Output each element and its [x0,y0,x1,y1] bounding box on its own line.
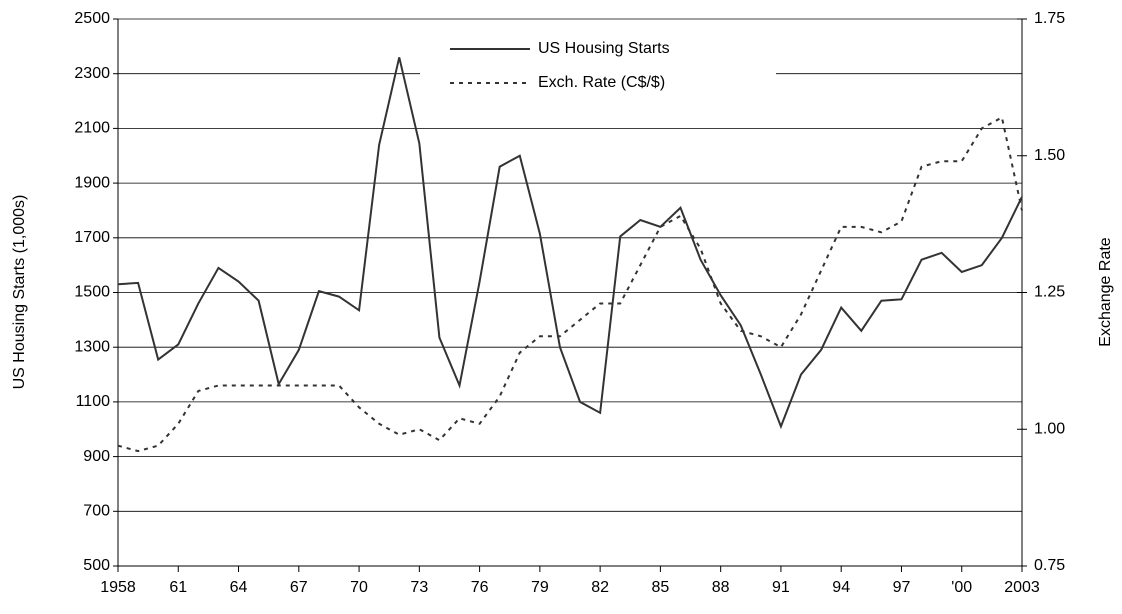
x-tick-label: 94 [832,579,850,596]
y-tick-label: 2300 [74,65,110,82]
x-tick-label: 61 [169,579,187,596]
series-line [117,115,1023,453]
x-tick-label: '00 [951,579,972,596]
y-tick-label: 1700 [74,229,110,246]
y-tick-label: 2500 [74,10,110,27]
y2-tick-label: 1.25 [1034,284,1065,301]
x-tick-label: 97 [893,579,911,596]
y2-axis-label: Exchange Rate [1097,237,1114,347]
y-tick-label: 1900 [74,174,110,191]
x-tick-label: 82 [591,579,609,596]
y-tick-label: 1100 [76,393,111,410]
x-tick-label: 76 [471,579,489,596]
x-tick-label: 64 [230,579,248,596]
x-tick-label: 70 [350,579,368,596]
x-tick-label: 2003 [1004,579,1040,596]
y2-tick-label: 1.50 [1034,147,1065,164]
x-tick-label: 88 [712,579,730,596]
x-tick-label: 91 [772,579,790,596]
x-tick-label: 73 [410,579,428,596]
x-tick-label: 79 [531,579,549,596]
y2-tick-label: 1.00 [1034,420,1065,437]
y-tick-label: 900 [83,448,110,465]
x-tick-label: 85 [652,579,670,596]
y-tick-label: 1500 [74,284,110,301]
y2-tick-label: 1.75 [1034,10,1065,27]
legend-label: Exch. Rate (C$/$) [538,74,665,91]
y-tick-label: 700 [83,503,110,520]
y2-tick-label: 0.75 [1034,557,1065,574]
x-tick-label: 1958 [100,579,136,596]
x-tick-label: 67 [290,579,308,596]
y-tick-label: 1300 [74,338,110,355]
series-line [117,57,1023,430]
legend-label: US Housing Starts [538,40,670,57]
y-axis-label: US Housing Starts (1,000s) [11,195,28,390]
y-tick-label: 500 [83,557,110,574]
y-tick-label: 2100 [74,120,110,137]
